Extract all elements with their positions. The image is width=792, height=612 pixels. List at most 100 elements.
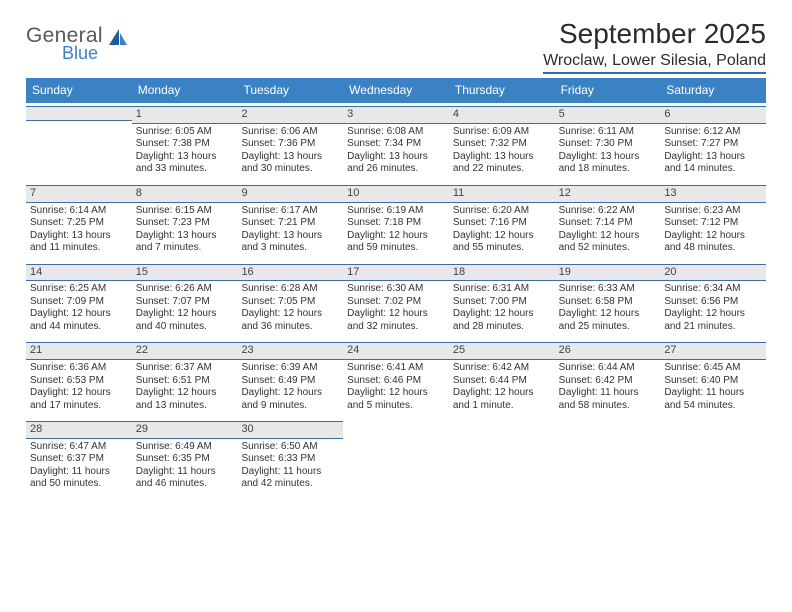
- weekday-fri: Friday: [555, 78, 661, 103]
- daylight-text: Daylight: 12 hours and 59 minutes.: [347, 230, 445, 255]
- daylight-text: Daylight: 12 hours and 1 minute.: [453, 387, 551, 412]
- daylight-text: Daylight: 13 hours and 11 minutes.: [30, 230, 128, 255]
- calendar-cell: 12Sunrise: 6:22 AMSunset: 7:14 PMDayligh…: [555, 182, 661, 261]
- sunset-text: Sunset: 7:32 PM: [453, 138, 551, 151]
- sunset-text: Sunset: 6:51 PM: [136, 375, 234, 388]
- sunrise-text: Sunrise: 6:34 AM: [664, 283, 762, 296]
- location-rule: Wroclaw, Lower Silesia, Poland: [543, 52, 766, 74]
- day-number: 26: [555, 342, 661, 360]
- weekday-sun: Sunday: [26, 78, 132, 103]
- calendar-week: 7Sunrise: 6:14 AMSunset: 7:25 PMDaylight…: [26, 182, 766, 261]
- calendar-cell: 7 Sunrise: 6:14 AMSunset: 7:25 PMDaylight…: [26, 182, 132, 261]
- calendar-cell: 28Sunrise: 6:47 AMSunset: 6:37 PMDayligh…: [26, 418, 132, 497]
- daylight-text: Daylight: 13 hours and 3 minutes.: [241, 230, 339, 255]
- sunrise-text: Sunrise: 6:20 AM: [453, 205, 551, 218]
- sunset-text: Sunset: 7:21 PM: [241, 217, 339, 230]
- daylight-text: Daylight: 13 hours and 30 minutes.: [241, 151, 339, 176]
- daylight-text: Daylight: 12 hours and 5 minutes.: [347, 387, 445, 412]
- calendar-cell: [449, 418, 555, 497]
- sunrise-text: Sunrise: 6:25 AM: [30, 283, 128, 296]
- sunrise-text: Sunrise: 6:05 AM: [136, 126, 234, 139]
- day-number: 29: [132, 421, 238, 439]
- day-number: 30: [237, 421, 343, 439]
- sunrise-text: Sunrise: 6:26 AM: [136, 283, 234, 296]
- calendar-cell: 19Sunrise: 6:33 AMSunset: 6:58 PMDayligh…: [555, 261, 661, 340]
- calendar-cell: 9 Sunrise: 6:17 AMSunset: 7:21 PMDaylight…: [237, 182, 343, 261]
- sunrise-text: Sunrise: 6:09 AM: [453, 126, 551, 139]
- day-number: 21: [26, 342, 132, 360]
- sunset-text: Sunset: 6:42 PM: [559, 375, 657, 388]
- calendar-cell: 11Sunrise: 6:20 AMSunset: 7:16 PMDayligh…: [449, 182, 555, 261]
- sunrise-text: Sunrise: 6:23 AM: [664, 205, 762, 218]
- day-number: 18: [449, 264, 555, 282]
- day-number: 17: [343, 264, 449, 282]
- daylight-text: Daylight: 12 hours and 9 minutes.: [241, 387, 339, 412]
- sunset-text: Sunset: 7:18 PM: [347, 217, 445, 230]
- sunset-text: Sunset: 6:46 PM: [347, 375, 445, 388]
- day-number: 15: [132, 264, 238, 282]
- day-number: 19: [555, 264, 661, 282]
- sunset-text: Sunset: 6:49 PM: [241, 375, 339, 388]
- calendar-cell: 15Sunrise: 6:26 AMSunset: 7:07 PMDayligh…: [132, 261, 238, 340]
- day-number: 2: [237, 106, 343, 124]
- calendar-cell: [26, 103, 132, 182]
- sunrise-text: Sunrise: 6:28 AM: [241, 283, 339, 296]
- sunset-text: Sunset: 6:35 PM: [136, 453, 234, 466]
- weekday-header: Sunday Monday Tuesday Wednesday Thursday…: [26, 78, 766, 103]
- day-number: 13: [660, 185, 766, 203]
- sunset-text: Sunset: 6:58 PM: [559, 296, 657, 309]
- sunrise-text: Sunrise: 6:49 AM: [136, 441, 234, 454]
- calendar-cell: 13Sunrise: 6:23 AMSunset: 7:12 PMDayligh…: [660, 182, 766, 261]
- calendar-cell: 6Sunrise: 6:12 AMSunset: 7:27 PMDaylight…: [660, 103, 766, 182]
- sunrise-text: Sunrise: 6:22 AM: [559, 205, 657, 218]
- day-number: 20: [660, 264, 766, 282]
- daylight-text: Daylight: 12 hours and 40 minutes.: [136, 308, 234, 333]
- daylight-text: Daylight: 13 hours and 26 minutes.: [347, 151, 445, 176]
- sunset-text: Sunset: 7:25 PM: [30, 217, 128, 230]
- sunrise-text: Sunrise: 6:17 AM: [241, 205, 339, 218]
- daylight-text: Daylight: 12 hours and 36 minutes.: [241, 308, 339, 333]
- sunset-text: Sunset: 7:36 PM: [241, 138, 339, 151]
- calendar-cell: 10Sunrise: 6:19 AMSunset: 7:18 PMDayligh…: [343, 182, 449, 261]
- sunrise-text: Sunrise: 6:33 AM: [559, 283, 657, 296]
- day-number: 23: [237, 342, 343, 360]
- sunrise-text: Sunrise: 6:15 AM: [136, 205, 234, 218]
- sunrise-text: Sunrise: 6:08 AM: [347, 126, 445, 139]
- calendar-cell: 23Sunrise: 6:39 AMSunset: 6:49 PMDayligh…: [237, 339, 343, 418]
- sunset-text: Sunset: 7:14 PM: [559, 217, 657, 230]
- calendar-grid: 1Sunrise: 6:05 AMSunset: 7:38 PMDaylight…: [26, 103, 766, 497]
- sunrise-text: Sunrise: 6:42 AM: [453, 362, 551, 375]
- logo-text: General Blue: [26, 24, 103, 64]
- sunset-text: Sunset: 7:02 PM: [347, 296, 445, 309]
- day-number: 24: [343, 342, 449, 360]
- daylight-text: Daylight: 11 hours and 46 minutes.: [136, 466, 234, 491]
- daylight-text: Daylight: 13 hours and 7 minutes.: [136, 230, 234, 255]
- daylight-text: Daylight: 12 hours and 13 minutes.: [136, 387, 234, 412]
- daylight-text: Daylight: 11 hours and 54 minutes.: [664, 387, 762, 412]
- daylight-text: Daylight: 13 hours and 14 minutes.: [664, 151, 762, 176]
- sunrise-text: Sunrise: 6:41 AM: [347, 362, 445, 375]
- sunrise-text: Sunrise: 6:14 AM: [30, 205, 128, 218]
- sunrise-text: Sunrise: 6:44 AM: [559, 362, 657, 375]
- daylight-text: Daylight: 11 hours and 42 minutes.: [241, 466, 339, 491]
- sunset-text: Sunset: 6:40 PM: [664, 375, 762, 388]
- sunset-text: Sunset: 7:38 PM: [136, 138, 234, 151]
- day-number: 9: [237, 185, 343, 203]
- daylight-text: Daylight: 11 hours and 58 minutes.: [559, 387, 657, 412]
- title-block: September 2025 Wroclaw, Lower Silesia, P…: [543, 18, 766, 74]
- calendar-week: 14Sunrise: 6:25 AMSunset: 7:09 PMDayligh…: [26, 261, 766, 340]
- day-number: 25: [449, 342, 555, 360]
- month-title: September 2025: [543, 18, 766, 50]
- day-number: 7: [26, 185, 132, 203]
- daylight-text: Daylight: 12 hours and 28 minutes.: [453, 308, 551, 333]
- calendar-cell: 22Sunrise: 6:37 AMSunset: 6:51 PMDayligh…: [132, 339, 238, 418]
- logo: General Blue: [26, 18, 129, 64]
- weekday-mon: Monday: [132, 78, 238, 103]
- day-number: 16: [237, 264, 343, 282]
- daylight-text: Daylight: 13 hours and 18 minutes.: [559, 151, 657, 176]
- sunset-text: Sunset: 7:00 PM: [453, 296, 551, 309]
- weekday-wed: Wednesday: [343, 78, 449, 103]
- logo-blue: Blue: [62, 43, 103, 64]
- sunset-text: Sunset: 7:27 PM: [664, 138, 762, 151]
- daylight-text: Daylight: 12 hours and 55 minutes.: [453, 230, 551, 255]
